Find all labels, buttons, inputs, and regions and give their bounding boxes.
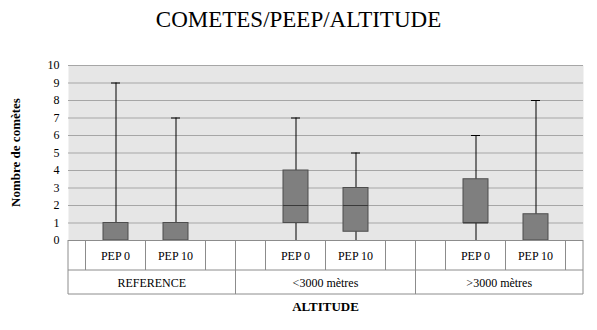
svg-text:PEP 0: PEP 0 xyxy=(281,249,310,263)
svg-text:PEP 10: PEP 10 xyxy=(338,249,373,263)
svg-text:ALTITUDE: ALTITUDE xyxy=(292,299,359,314)
svg-text:6: 6 xyxy=(54,128,60,142)
svg-text:REFERENCE: REFERENCE xyxy=(117,276,186,290)
svg-text:10: 10 xyxy=(48,58,60,72)
svg-text:PEP 10: PEP 10 xyxy=(518,249,553,263)
svg-text:>3000 mètres: >3000 mètres xyxy=(466,276,532,290)
svg-text:5: 5 xyxy=(54,146,60,160)
html-text:COMETES/PEEP/ALTITUDE: COMETES/PEEP/ALTITUDE xyxy=(155,7,442,32)
svg-text:9: 9 xyxy=(54,76,60,90)
svg-text:Nombre de comètes: Nombre de comètes xyxy=(8,98,23,207)
svg-text:0: 0 xyxy=(54,233,60,247)
svg-text:<3000 mètres: <3000 mètres xyxy=(293,276,359,290)
svg-text:PEP 0: PEP 0 xyxy=(101,249,130,263)
svg-text:1: 1 xyxy=(54,216,60,230)
svg-text:PEP 0: PEP 0 xyxy=(461,249,490,263)
svg-text:2: 2 xyxy=(54,198,60,212)
svg-text:3: 3 xyxy=(54,181,60,195)
svg-text:8: 8 xyxy=(54,93,60,107)
svg-text:7: 7 xyxy=(54,111,60,125)
svg-text:4: 4 xyxy=(54,163,60,177)
svg-text:PEP 10: PEP 10 xyxy=(158,249,193,263)
